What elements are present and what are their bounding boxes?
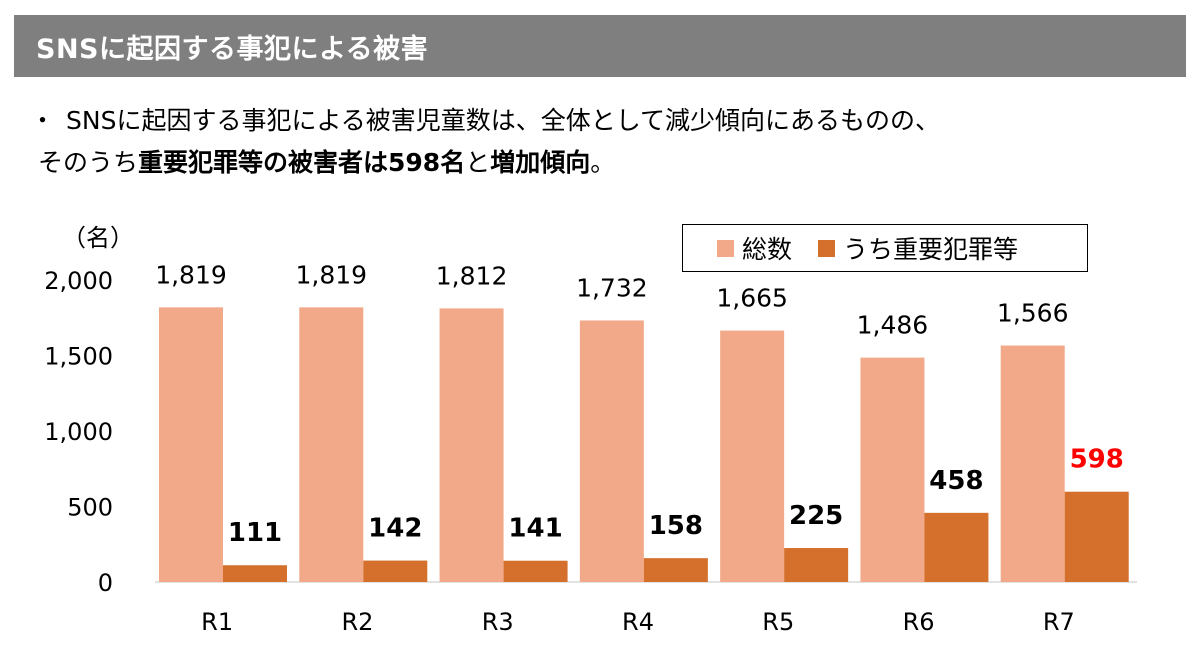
data-label-total: 1,665 [716,284,788,313]
y-tick-label: 2,000 [44,267,113,295]
x-tick-label: R7 [1043,608,1075,636]
title-bar: SNSに起因する事犯による被害 [14,15,1186,77]
summary-line-2-e: 。 [590,148,616,177]
legend-swatch-total [717,239,734,257]
data-label-total: 1,732 [576,273,648,302]
x-tick-label: R1 [201,608,233,636]
bar-total [439,308,504,582]
bar-serious [1064,491,1129,582]
data-label-serious: 111 [228,518,282,548]
data-label-serious: 141 [508,514,562,544]
data-label-serious: 158 [649,511,703,541]
summary-line-2: そのうち重要犯罪等の被害者は598名と増加傾向。 [30,142,1180,184]
summary-emphasis-victims: 重要犯罪等の被害者は598名 [138,148,466,177]
summary-line-2-c: と [465,148,491,177]
legend-item-serious: うち重要犯罪等 [818,230,1018,266]
y-unit-label: （名） [62,224,134,252]
bar-serious [363,560,428,582]
bar-serious [643,558,708,582]
data-label-total: 1,819 [295,260,367,289]
legend-label-serious: うち重要犯罪等 [843,235,1019,264]
bar-serious [503,560,568,582]
data-label-serious: 142 [368,514,422,544]
page-title: SNSに起因する事犯による被害 [36,33,429,65]
bar-total [579,320,644,582]
legend-swatch-serious [818,239,836,257]
bar-total [860,357,925,582]
x-tick-label: R5 [762,608,794,636]
data-label-total: 1,819 [155,260,227,289]
summary-emphasis-trend: 増加傾向 [490,148,591,177]
summary-line-1: ・ SNSに起因する事犯による被害児童数は、全体として減少傾向にあるものの、 [30,100,1180,142]
x-tick-label: R2 [341,608,373,636]
data-label-serious: 598 [1070,445,1124,475]
x-tick-label: R4 [622,608,654,636]
summary-line-2-a: そのうち [38,148,139,177]
y-tick-label: 1,000 [44,418,113,446]
bullet-glyph: ・ [30,106,56,135]
y-tick-label: 500 [67,494,113,522]
bar-serious [223,565,287,582]
summary-line-1-text: SNSに起因する事犯による被害児童数は、全体として減少傾向にあるものの、 [66,106,940,135]
x-tick-label: R6 [903,608,935,636]
y-tick-label: 1,500 [44,343,113,371]
bar-serious [924,512,989,582]
data-label-total: 1,486 [857,311,929,340]
bar-total [720,330,785,582]
y-tick-label: 0 [98,569,113,597]
data-label-total: 1,812 [436,261,508,290]
data-label-total: 1,566 [997,299,1069,328]
x-tick-label: R3 [482,608,514,636]
bar-total [1000,345,1065,582]
bar-total [299,307,364,582]
bar-serious [784,548,849,582]
chart-legend: 総数 うち重要犯罪等 [682,224,1088,272]
legend-item-total: 総数 [717,230,792,266]
data-label-serious: 458 [929,466,983,496]
legend-label-total: 総数 [742,235,793,264]
bar-total [159,307,223,582]
data-label-serious: 225 [789,501,843,531]
summary-text: ・ SNSに起因する事犯による被害児童数は、全体として減少傾向にあるものの、 その… [30,100,1180,184]
